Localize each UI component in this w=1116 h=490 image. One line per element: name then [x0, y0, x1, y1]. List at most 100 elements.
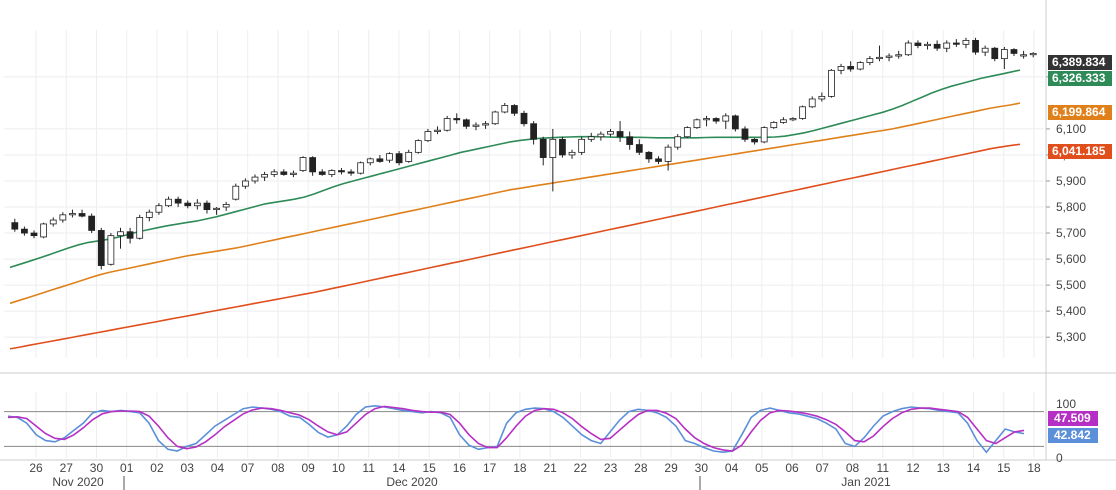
x-tick-label: 07 — [816, 461, 830, 475]
candle-body — [443, 118, 451, 131]
candle-body — [760, 127, 768, 143]
x-tick-label: 23 — [604, 461, 618, 475]
last-value-badge — [1048, 71, 1112, 86]
candle-body — [290, 172, 297, 175]
price-axis-title-line1: Price — [1052, 8, 1078, 20]
candle-body — [357, 162, 365, 174]
candle-body — [203, 202, 211, 211]
candle-body — [693, 119, 701, 129]
stoch-last-value-badge-text: 42.842 — [1054, 428, 1091, 442]
x-tick-label: 11 — [362, 461, 375, 475]
open-label: O — [46, 9, 57, 24]
close-value: 6,389.834 — [271, 9, 330, 24]
candle-body — [232, 185, 240, 200]
candle-body — [856, 62, 864, 70]
sma50-period: 50 — [601, 9, 616, 24]
candle-body — [991, 47, 999, 60]
last-value-badge — [1048, 105, 1112, 120]
last-value-badge — [1048, 55, 1112, 70]
x-tick-label: 08 — [846, 461, 860, 475]
stoch-name: .JKSE StochS — [6, 380, 88, 395]
candle-body — [866, 58, 874, 63]
candle-body — [818, 95, 826, 100]
candle-body — [770, 122, 778, 129]
x-tick-label: 30 — [695, 461, 709, 475]
candle-body — [943, 42, 951, 49]
x-tick-label: 30 — [90, 461, 104, 475]
stoch-legend: .JKSE StochS %K 14 42.842 %D 3 47.509 — [6, 380, 280, 395]
x-tick-label: 17 — [483, 461, 497, 475]
candle-body — [972, 40, 979, 53]
close-label: C — [261, 9, 271, 24]
candle-body — [511, 105, 518, 114]
candle-body — [828, 69, 835, 97]
main-legend: .JKSE O 6,389.834 H 6,389.834 L 6,389.83… — [6, 9, 465, 24]
x-tick-label: 09 — [302, 461, 316, 475]
trash-icon[interactable] — [874, 10, 887, 23]
candle-body — [751, 138, 758, 143]
x-tick-label: 15 — [997, 461, 1011, 475]
sma100-period: 100 — [687, 9, 710, 24]
candle-body — [722, 115, 730, 122]
candle-body — [597, 133, 605, 138]
stoch-axis-title: STOCS — [1052, 380, 1090, 392]
candle-body — [174, 198, 182, 204]
x-tick-label: 21 — [543, 461, 557, 475]
x-tick-label: 02 — [150, 461, 164, 475]
trash-icon[interactable] — [267, 381, 280, 394]
candle-body — [520, 112, 528, 125]
candle-body — [88, 215, 96, 231]
main-plot-area — [4, 30, 1044, 358]
last-value-badge-text: 6,041.185 — [1052, 144, 1106, 158]
sma-legend: .JKSE SMA3 50 6,326.333 100 6,199.864 20… — [522, 9, 887, 24]
candle-body — [193, 202, 201, 207]
candle-body — [1000, 49, 1008, 60]
x-tick-label: 07 — [241, 461, 255, 475]
candle-body — [453, 118, 461, 121]
candle-body — [261, 174, 268, 178]
candle-body — [40, 223, 48, 238]
price-axis-title-line2: IDR — [1052, 20, 1071, 32]
x-tick-label: 05 — [755, 461, 769, 475]
x-tick-label: 01 — [120, 461, 134, 475]
stoch-d-label: %D — [181, 380, 203, 395]
candle-body — [981, 47, 989, 53]
stoch-d-value: 47.509 — [217, 380, 258, 395]
candle-body — [568, 151, 576, 156]
candle-body — [933, 43, 941, 49]
candle-body — [472, 124, 480, 127]
y-tick-label: 6,100 — [1056, 122, 1086, 136]
collapse-toggle-icon[interactable] — [428, 9, 443, 24]
candle-body — [78, 213, 86, 217]
stoch-y-tick-label: 100 — [1056, 397, 1076, 411]
candle-body — [549, 138, 557, 158]
candle-body — [607, 131, 614, 135]
x-tick-label: 18 — [513, 461, 527, 475]
last-value-badge-text: 6,199.864 — [1052, 105, 1106, 119]
candle-body — [895, 54, 903, 57]
x-tick-label: 13 — [937, 461, 951, 475]
candle-body — [914, 42, 922, 47]
candle-body — [731, 115, 739, 130]
change-value: 16.422 — [339, 9, 380, 24]
x-tick-label: 04 — [725, 461, 739, 475]
sma100-value: 6,199.864 — [713, 9, 771, 24]
x-tick-label: 03 — [181, 461, 195, 475]
trash-icon[interactable] — [452, 10, 465, 23]
candle-body — [703, 118, 710, 121]
candle-body — [434, 129, 441, 132]
x-month-label: Dec 2020 — [386, 475, 438, 489]
candle-body — [885, 55, 893, 58]
x-tick-label: 12 — [906, 461, 920, 475]
stoch-last-value-badge — [1048, 428, 1098, 443]
stoch-d-period: 3 — [206, 380, 214, 395]
y-tick-label: 6,300 — [1056, 70, 1086, 84]
candle-body — [328, 170, 336, 175]
candle-body — [280, 171, 288, 175]
candle-body — [424, 131, 432, 142]
symbol-label: .JKSE — [6, 9, 43, 24]
candle-body — [405, 151, 413, 162]
candle-body — [395, 153, 403, 164]
